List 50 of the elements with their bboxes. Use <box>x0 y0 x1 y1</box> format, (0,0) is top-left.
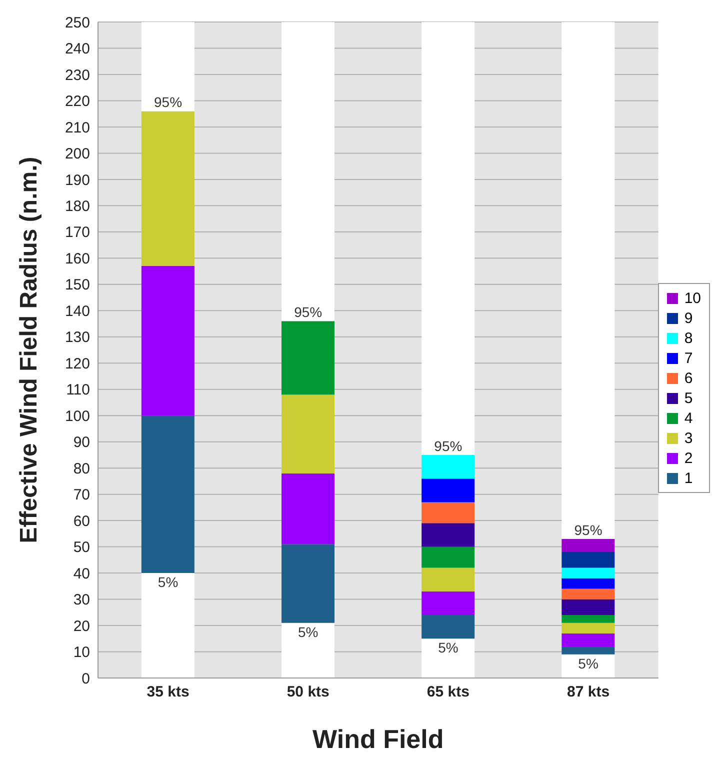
y-tick-label: 120 <box>64 355 90 372</box>
y-tick-label: 100 <box>64 408 90 425</box>
annotation: 5% <box>298 624 318 640</box>
x-tick-label: 87 kts <box>567 684 610 701</box>
legend-label: 3 <box>684 430 693 446</box>
legend-label: 4 <box>684 410 693 426</box>
y-tick-label: 220 <box>64 93 90 110</box>
y-tick-label: 40 <box>73 565 90 582</box>
y-tick-label: 230 <box>64 66 90 84</box>
y-tick-label: 0 <box>82 670 90 688</box>
y-tick-label: 210 <box>64 119 90 136</box>
y-tick-label: 170 <box>64 224 90 242</box>
y-tick-label: 30 <box>73 592 90 609</box>
legend-label: 1 <box>684 470 693 486</box>
annotation: 95% <box>574 522 602 538</box>
y-tick-label: 180 <box>64 198 90 216</box>
y-tick-label: 240 <box>64 40 90 58</box>
y-tick-label: 80 <box>73 460 90 478</box>
legend-label: 5 <box>684 390 693 406</box>
annotation: 95% <box>434 438 462 454</box>
legend-label: 2 <box>684 450 693 466</box>
annotation: 5% <box>438 640 458 656</box>
y-tick-label: 130 <box>64 329 90 346</box>
y-tick-label: 110 <box>66 382 90 399</box>
y-tick-label: 20 <box>73 618 90 635</box>
y-tick-label: 60 <box>73 512 90 530</box>
legend-label: 8 <box>684 330 693 346</box>
y-tick-label: 50 <box>73 539 90 556</box>
y-tick-label: 160 <box>64 250 90 268</box>
legend-label: 10 <box>684 290 701 306</box>
y-tick-label: 150 <box>64 276 90 294</box>
y-tick-label: 190 <box>64 172 90 189</box>
legend-label: 7 <box>684 350 693 366</box>
y-tick-label: 10 <box>73 644 90 662</box>
legend-label: 9 <box>684 310 693 326</box>
y-tick-label: 140 <box>64 302 90 320</box>
annotation: 95% <box>154 94 182 110</box>
annotation: 5% <box>158 574 178 590</box>
annotation: 5% <box>578 655 598 672</box>
x-axis-title: Wind Field <box>312 724 444 754</box>
y-axis-title: Effective Wind Field Radius (n.m.) <box>16 156 43 544</box>
y-tick-label: 90 <box>73 434 90 452</box>
x-tick-label: 65 kts <box>426 684 470 701</box>
y-tick-label: 70 <box>73 486 90 504</box>
legend-label: 6 <box>684 370 693 386</box>
y-tick-label: 250 <box>64 14 90 32</box>
annotation: 95% <box>294 304 322 320</box>
x-tick-label: 50 kts <box>286 684 330 701</box>
x-tick-label: 35 kts <box>146 684 190 701</box>
y-tick-label: 200 <box>64 146 90 163</box>
